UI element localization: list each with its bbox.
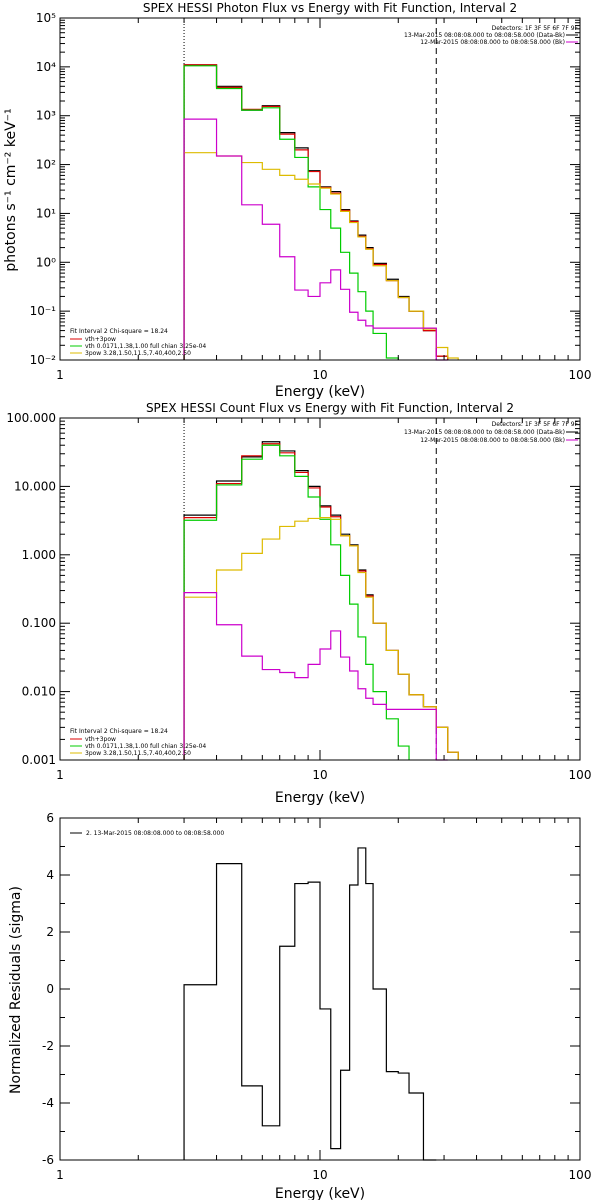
count-legend-vth: vth 0.0171,1.38,1.00 full chian 3.25e-04 — [85, 743, 206, 750]
photon-legend-vth3pow: vth+3pow — [85, 336, 116, 343]
photon-y-tick-label: 10² — [36, 158, 56, 172]
photon-y-tick-label: 10³ — [36, 109, 56, 123]
photon-legend-bk: 12-Mar-2015 08:08:08.000 to 08:08:58.000… — [420, 39, 565, 46]
count-legend-bk: 12-Mar-2015 08:08:08.000 to 08:08:58.000… — [420, 437, 565, 444]
photon-y-tick-label: 10⁰ — [36, 255, 56, 269]
count-y-tick-label: 10.000 — [14, 479, 56, 493]
residuals-series-residuals — [183, 847, 437, 1161]
photon-y-axis-label: photons s⁻¹ cm⁻² keV⁻¹ — [3, 108, 19, 271]
count-legend-fit: Fit Interval 2 Chi-square = 18.24 vth+3p… — [70, 728, 206, 757]
photon-series-vth — [183, 65, 399, 360]
count-legend-3pow: 3pow 3.28,1.50,11.5,7.40,400,2.50 — [85, 750, 191, 757]
residuals-y-tick-label: 2 — [46, 925, 54, 939]
residuals-panel: -6 -4 -2 0 2 4 6 1 10 100 Energy (keV) Normalize… — [8, 811, 591, 1200]
residuals-y-tick-label: 4 — [46, 868, 54, 882]
photon-y-tick-label: 10⁴ — [36, 60, 56, 74]
residuals-legend-text: 2. 13-Mar-2015 08:08:08.000 to 08:08:58.… — [86, 830, 224, 837]
photon-y-tick-label: 10⁻² — [30, 353, 57, 367]
photon-legend-fit-header: Fit Interval 2 Chi-square = 18.24 — [70, 328, 168, 335]
count-y-tick-label: 1.000 — [22, 548, 56, 562]
count-x-axis-label: Energy (keV) — [275, 790, 365, 806]
count-legend-top: Detectors: 1F 3F 5F 6F 7F 9F 13-Mar-2015… — [404, 421, 579, 444]
residuals-x-tick-label: 10 — [312, 1168, 327, 1182]
residuals-x-axis-label: Energy (keV) — [275, 1186, 365, 1200]
photon-series-3pow — [183, 152, 459, 360]
count-legend-data-bk: 13-Mar-2015 08:08:08.000 to 08:08:58.000… — [404, 429, 565, 436]
photon-legend-detectors: Detectors: 1F 3F 5F 6F 7F 9F — [492, 25, 579, 32]
count-y-tick-label: 100.000 — [6, 411, 56, 425]
photon-x-axis-label: Energy (keV) — [275, 384, 365, 400]
count-legend-detectors: Detectors: 1F 3F 5F 6F 7F 9F — [492, 421, 579, 428]
photon-series-vth-3pow — [183, 64, 449, 360]
count-y-tick-label: 0.001 — [22, 753, 56, 767]
photon-y-tick-label: 10⁵ — [36, 11, 56, 25]
count-x-tick-label: 100 — [569, 768, 592, 782]
count-series-vth-3pow — [183, 443, 459, 760]
count-plot-frame — [59, 417, 581, 761]
photon-series-bk — [183, 118, 448, 361]
count-y-tick-label: 0.010 — [22, 685, 56, 699]
count-series-data-bk — [183, 441, 459, 760]
count-flux-title: SPEX HESSI Count Flux vs Energy with Fit… — [146, 401, 514, 415]
count-legend-fit-header: Fit Interval 2 Chi-square = 18.24 — [70, 728, 168, 735]
count-flux-panel: SPEX HESSI Count Flux vs Energy with Fit… — [6, 401, 591, 806]
photon-flux-panel: SPEX HESSI Photon Flux vs Energy with Fi… — [3, 1, 591, 400]
residuals-y-axis-label: Normalized Residuals (sigma) — [8, 886, 24, 1094]
count-series-bk — [183, 592, 448, 761]
count-x-tick-label: 1 — [56, 768, 64, 782]
residuals-x-tick-label: 1 — [56, 1168, 64, 1182]
photon-flux-title: SPEX HESSI Photon Flux vs Energy with Fi… — [143, 1, 517, 15]
photon-legend-top: Detectors: 1F 3F 5F 6F 7F 9F 13-Mar-2015… — [404, 25, 579, 46]
photon-x-tick-label: 10 — [312, 368, 327, 382]
residuals-y-tick-label: -4 — [42, 1096, 54, 1110]
photon-legend-vth: vth 0.0171,1.38,1.00 full chian 3.25e-04 — [85, 343, 206, 350]
count-y-tick-label: 0.100 — [22, 616, 56, 630]
count-legend-vth3pow: vth+3pow — [85, 736, 116, 743]
photon-y-tick-label: 10⁻¹ — [30, 304, 57, 318]
photon-series-data-bk — [183, 64, 449, 360]
photon-x-tick-label: 1 — [56, 368, 64, 382]
residuals-legend: 2. 13-Mar-2015 08:08:08.000 to 08:08:58.… — [70, 830, 224, 837]
count-x-tick-label: 10 — [312, 768, 327, 782]
residuals-x-tick-label: 100 — [569, 1168, 592, 1182]
photon-legend-3pow: 3pow 3.28,1.50,11.5,7.40,400,2.50 — [85, 350, 191, 357]
photon-y-tick-label: 10¹ — [36, 206, 56, 220]
photon-legend-data-bk: 13-Mar-2015 08:08:08.000 to 08:08:58.000… — [404, 32, 565, 39]
count-series-vth — [183, 444, 410, 760]
residuals-y-tick-label: -2 — [42, 1039, 54, 1053]
photon-legend-fit: Fit Interval 2 Chi-square = 18.24 vth+3p… — [70, 328, 206, 357]
residuals-y-tick-label: -6 — [42, 1153, 54, 1167]
photon-x-tick-label: 100 — [569, 368, 592, 382]
residuals-y-tick-label: 0 — [46, 982, 54, 996]
count-series-3pow — [183, 516, 459, 760]
residuals-y-tick-label: 6 — [46, 811, 54, 825]
